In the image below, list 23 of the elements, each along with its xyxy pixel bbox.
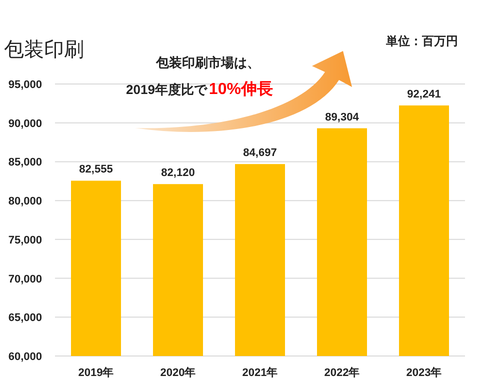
text: 包装印刷市場は、 (155, 55, 260, 70)
annotation: 10%伸長 (208, 80, 273, 98)
x-tick-label: 2021年 (242, 366, 278, 379)
text: 単位：百万円 (385, 34, 458, 48)
x-tick-label: 2022年 (324, 366, 360, 379)
chart-title: 包装印刷 (4, 39, 84, 61)
y-tick-label: 60,000 (8, 351, 42, 363)
y-tick-label: 75,000 (8, 234, 42, 246)
data-label: 89,304 (325, 111, 360, 124)
annotation: 2019年度比で (126, 82, 208, 97)
y-tick-label: 70,000 (8, 273, 42, 286)
data-label: 84,697 (243, 147, 277, 160)
x-tick-label: 2019年 (78, 366, 114, 379)
x-tick-label: 2020年 (160, 366, 196, 379)
y-tick-label: 95,000 (8, 79, 42, 91)
x-tick-label: 2023年 (406, 366, 442, 379)
data-label: 82,120 (161, 167, 195, 180)
data-label: 82,555 (79, 164, 113, 176)
y-tick-label: 90,000 (8, 118, 42, 130)
y-tick-label: 80,000 (8, 196, 42, 208)
y-tick-label: 65,000 (8, 312, 42, 324)
data-label: 92,241 (407, 88, 441, 100)
y-tick-label: 85,000 (8, 156, 42, 169)
